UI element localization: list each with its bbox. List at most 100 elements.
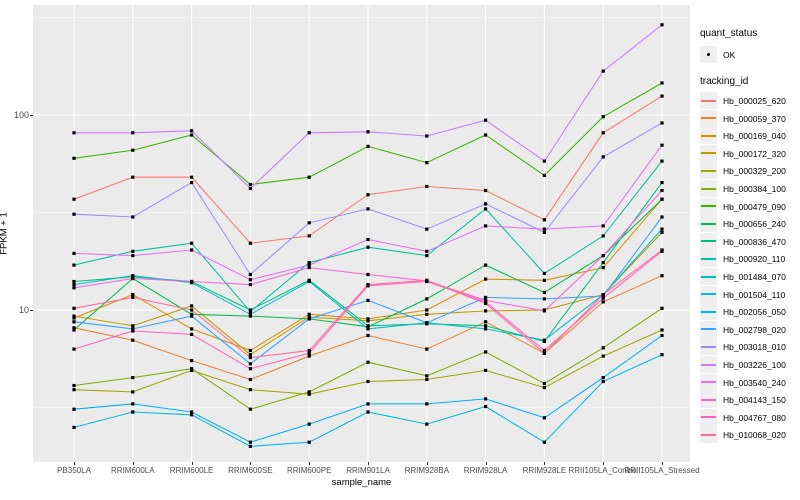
data-point [131, 274, 135, 278]
data-point [542, 386, 546, 390]
data-point [248, 241, 252, 245]
legend-label: Hb_004767_080 [723, 412, 786, 423]
data-point [484, 324, 488, 328]
line-swatch-icon [701, 169, 716, 172]
data-point [660, 23, 664, 27]
x-tick-mark [426, 462, 428, 465]
data-point [484, 309, 488, 313]
line-swatch-icon [701, 240, 716, 243]
legend-key-box [700, 127, 717, 145]
legend-key-box [700, 391, 717, 409]
data-point [131, 402, 135, 406]
data-point [248, 362, 252, 366]
legend-label: Hb_000025_620 [723, 96, 786, 106]
data-point [425, 184, 429, 189]
legend-key-box [700, 109, 717, 127]
data-point [248, 283, 252, 287]
data-point [425, 227, 429, 231]
legend-key-box [700, 215, 717, 233]
data-point [484, 404, 488, 409]
data-point [190, 413, 194, 417]
point-icon [707, 53, 710, 56]
data-point [601, 346, 605, 350]
data-point [660, 81, 664, 85]
data-point [425, 161, 429, 165]
data-point [484, 118, 488, 122]
line-swatch-icon [701, 381, 716, 384]
data-point [72, 283, 76, 287]
data-point [425, 347, 429, 351]
legend-key-box [700, 250, 717, 268]
data-point [72, 314, 76, 318]
legend-key-box [700, 408, 717, 426]
legend-label: Hb_010068_020 [723, 430, 786, 441]
data-point [72, 326, 76, 330]
x-tick-label: RRIM600SE [228, 466, 273, 475]
data-point [484, 397, 488, 401]
line-swatch-icon [701, 257, 716, 260]
legend-label: Hb_000059_370 [723, 113, 786, 124]
data-point [660, 188, 664, 193]
data-point [190, 332, 194, 336]
data-point [72, 131, 76, 135]
x-axis-title: sample_name [331, 477, 392, 488]
data-point [190, 314, 194, 318]
data-point [307, 422, 311, 426]
data-point [307, 221, 311, 225]
data-point [366, 207, 370, 211]
y-axis-title: FPKM + 1 [0, 212, 10, 255]
line-swatch-icon [701, 275, 716, 278]
data-point [131, 327, 135, 331]
data-point [660, 121, 664, 125]
line-swatch-icon [701, 134, 716, 137]
legend-key-box [700, 180, 717, 197]
data-point [72, 286, 76, 290]
data-point [484, 188, 488, 193]
line-swatch-icon [701, 433, 716, 436]
data-point [72, 263, 76, 267]
legend-key-box [700, 197, 717, 215]
data-point [248, 356, 252, 360]
data-point [425, 312, 429, 316]
data-point [542, 159, 546, 163]
data-point [248, 182, 252, 187]
x-tick-mark [368, 462, 369, 465]
data-point [307, 279, 311, 284]
data-point [366, 317, 370, 321]
data-point [484, 224, 488, 228]
data-point [660, 215, 664, 219]
x-tick-label: RRIM600LA [111, 466, 155, 475]
data-point [542, 440, 546, 444]
data-point [248, 407, 252, 411]
data-point [601, 354, 605, 358]
x-tick-mark [309, 462, 311, 465]
legend-key-box [700, 338, 717, 356]
data-point [248, 388, 252, 392]
legend-label: Hb_004143_150 [723, 395, 786, 406]
x-tick-mark [662, 462, 663, 465]
data-point [366, 245, 370, 249]
data-point [484, 368, 488, 372]
data-point [601, 296, 605, 300]
data-point [425, 308, 429, 312]
data-point [484, 327, 488, 331]
x-tick-label: RRIM600LE [169, 466, 214, 475]
data-point [366, 283, 370, 287]
legend-title-quant-status: quant_status [700, 28, 758, 39]
data-point [190, 175, 194, 179]
legend-label: OK [723, 50, 736, 60]
data-point [307, 440, 311, 444]
data-point [366, 319, 370, 323]
line-swatch-icon [701, 293, 716, 296]
legend-label: Hb_000329_200 [723, 166, 786, 177]
data-point [366, 402, 370, 406]
data-point [484, 277, 488, 281]
data-point [484, 350, 488, 354]
data-point [366, 237, 370, 242]
x-tick-label: RRIM901LA [346, 466, 390, 475]
data-point [660, 181, 664, 185]
legend-label: Hb_000172_320 [723, 148, 786, 159]
data-point [601, 266, 605, 270]
y-tick-mark [30, 309, 33, 311]
line-swatch-icon [701, 328, 716, 331]
